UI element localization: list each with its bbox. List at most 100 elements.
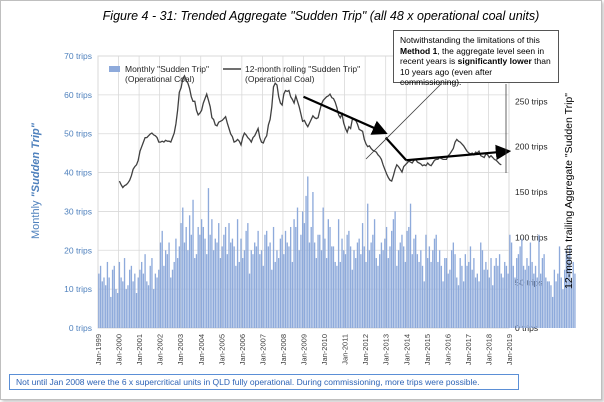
monthly-bar [127,285,129,328]
monthly-bar [137,277,139,328]
monthly-bar [562,289,564,328]
monthly-bar [327,219,329,328]
monthly-bar [168,242,170,328]
monthly-bar [504,261,506,328]
monthly-bar [236,219,239,328]
monthly-bar [272,226,275,328]
monthly-bar [331,246,333,328]
monthly-bar [447,273,449,328]
monthly-bar [474,277,477,328]
legend-bar-label: Monthly "Sudden Trip" [125,64,209,74]
monthly-bar [139,269,141,328]
monthly-bar [308,242,311,328]
monthly-bar [502,277,504,328]
left-axis-title-prefix: Monthly [30,197,42,239]
monthly-bar [209,234,211,328]
left-tick-label: 50 trips [64,129,92,139]
monthly-bar [329,226,331,328]
monthly-bar [151,258,153,328]
monthly-bar [194,258,196,328]
monthly-bar [224,226,227,328]
monthly-bar [111,269,114,328]
monthly-bar [450,250,453,328]
monthly-bar [358,238,360,328]
monthly-bar [514,277,516,328]
monthly-bar [166,254,169,328]
monthly-bar [478,281,480,328]
monthly-bar [387,258,389,328]
monthly-bar [377,265,379,328]
monthly-bar [211,219,213,328]
monthly-bar [558,246,561,328]
monthly-bar [289,226,292,328]
monthly-bar [435,234,437,328]
monthly-bar [500,273,502,328]
left-tick-label: 60 trips [64,90,92,100]
monthly-bar [202,226,204,328]
monthly-bar [353,250,355,328]
monthly-bar [303,223,306,328]
monthly-bar [305,195,307,328]
monthly-bar [486,269,489,328]
monthly-bar [315,258,318,328]
monthly-bar [281,234,283,328]
monthly-bar [473,258,475,328]
monthly-bar [517,254,520,328]
monthly-bar [555,281,557,328]
monthly-bar [161,230,163,328]
monthly-bar [507,273,509,328]
x-tick-label: Jan-2011 [341,334,350,365]
monthly-bar [125,289,127,328]
monthly-bar [293,219,295,328]
monthly-bar [394,211,396,328]
monthly-bar [385,226,388,328]
monthly-bar [351,269,353,328]
monthly-bar [370,242,372,328]
monthly-bar [367,203,369,328]
monthly-bar [490,258,492,328]
x-tick-label: Jan-1999 [94,334,103,365]
monthly-bar [132,281,134,328]
monthly-bar [142,273,145,328]
monthly-bar [238,261,240,328]
monthly-bar [574,273,576,328]
monthly-bar [117,293,119,328]
monthly-bar [457,285,460,328]
monthly-bar [423,281,425,328]
monthly-bar [317,234,319,328]
left-tick-label: 70 trips [64,51,92,61]
monthly-bar [106,261,109,328]
right-tick-label: 250 trips [515,96,548,106]
monthly-bar [319,234,321,328]
monthly-bar [536,277,538,328]
monthly-bar [310,226,312,328]
monthly-bar [375,258,377,328]
monthly-bar [235,265,237,328]
monthly-bar [481,250,484,328]
monthly-bar [176,258,179,328]
monthly-bar [341,238,343,328]
x-tick-label: Jan-2002 [156,334,165,365]
monthly-bar [324,238,326,328]
monthly-bar [197,226,199,328]
monthly-bar [454,254,456,328]
monthly-bar [158,269,160,328]
monthly-bar [259,254,261,328]
monthly-bar [178,246,181,328]
monthly-bar [288,246,290,328]
monthly-bar [135,293,138,328]
monthly-bar [529,242,532,328]
monthly-bar [187,250,189,328]
monthly-bar [365,261,367,328]
monthly-bar [98,273,100,328]
monthly-bar [572,261,574,328]
monthly-bar [452,242,455,328]
monthly-bar [216,242,218,328]
monthly-bar [408,226,410,328]
callout-text-2: , the aggregate level seen in recent yea… [400,45,545,67]
monthly-bar [243,250,246,328]
monthly-bar [230,242,232,328]
x-tick-label: Jan-2000 [115,334,124,365]
monthly-bar [248,273,251,328]
